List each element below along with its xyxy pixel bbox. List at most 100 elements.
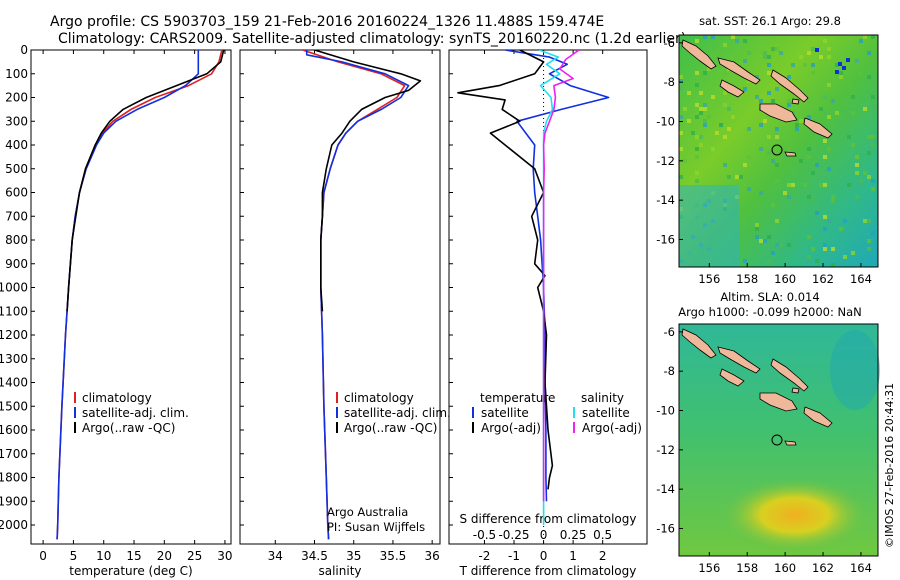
- island-small-1: [791, 98, 800, 105]
- sst-pixel: [767, 151, 771, 155]
- difference-x-tick-label: -1: [508, 549, 520, 563]
- sla-map-axes: -6 -8 -10 -12 -14 -16 156 158 160 162 164: [656, 325, 872, 575]
- island-rennell: [784, 151, 797, 157]
- island-rennell: [784, 440, 797, 446]
- sst-pixel: [851, 143, 855, 147]
- sst-pixel: [775, 179, 779, 183]
- depth-tick-label: 800: [5, 233, 28, 247]
- sst-pixel: [867, 51, 871, 55]
- sst-pixel: [831, 195, 835, 199]
- sst-pixel: [847, 83, 851, 87]
- salinity-series-satellite-adj-clim: [305, 50, 410, 540]
- sst-pixel: [787, 183, 791, 187]
- sst-pixel-cold: [842, 66, 846, 70]
- sst-pixel: [743, 259, 747, 263]
- sst-pixel: [811, 63, 815, 67]
- sst-pixel: [755, 223, 759, 227]
- sst-pixel: [759, 123, 763, 127]
- difference-series-temperature-argo-adj: [457, 50, 554, 490]
- sst-map: -6 -8 -10 -12 -14 -16 156 158 160 162 164: [656, 34, 879, 286]
- sst-pixel: [863, 107, 867, 111]
- temperature-x-tick-label: 0: [39, 549, 47, 563]
- legend-label-temp-satellite: satellite: [481, 406, 529, 420]
- sst-pixel: [755, 235, 759, 239]
- sst-pixel: [823, 215, 827, 219]
- sst-pixel: [783, 155, 787, 159]
- sst-pixel: [691, 131, 695, 135]
- island-small-1: [791, 387, 800, 394]
- sst-pixel: [831, 99, 835, 103]
- sst-pixel: [791, 183, 795, 187]
- legend-salinity-title: salinity: [581, 391, 624, 405]
- sst-pixel: [867, 175, 871, 179]
- temperature-x-tick-label: 15: [126, 549, 141, 563]
- sst-map-lat-label: -12: [656, 154, 675, 168]
- sst-pixel: [827, 219, 831, 223]
- sst-pixel: [699, 143, 703, 147]
- s-difference-tick-label: 0.5: [593, 528, 612, 542]
- sst-pixel: [747, 127, 751, 131]
- sst-map-lon-label: 158: [736, 272, 758, 286]
- sst-pixel: [843, 255, 847, 259]
- depth-tick-label: 1900: [0, 494, 28, 508]
- sst-pixel: [775, 163, 779, 167]
- sst-pixel: [807, 235, 811, 239]
- sst-pixel: [783, 191, 787, 195]
- sst-map-lon-label: 162: [812, 272, 834, 286]
- salinity-x-tick-label: 35: [346, 549, 361, 563]
- sla-map-lon-label: 162: [812, 561, 834, 575]
- island-new-georgia: [719, 368, 745, 387]
- sst-pixel: [871, 231, 875, 235]
- temperature-x-tick-label: 5: [70, 549, 78, 563]
- sst-pixel: [839, 75, 843, 79]
- sst-map-lon-label: 156: [698, 272, 720, 286]
- sst-map-cool-patch: [679, 185, 739, 267]
- depth-tick-label: 1600: [0, 423, 28, 437]
- sst-pixel: [683, 107, 687, 111]
- temperature-series-satellite-adj-clim: [56, 50, 200, 540]
- sst-pixel: [695, 171, 699, 175]
- sst-pixel: [859, 71, 863, 75]
- sst-pixel: [823, 139, 827, 143]
- sst-pixel: [723, 135, 727, 139]
- depth-tick-label: 1200: [0, 328, 28, 342]
- sst-pixel: [695, 83, 699, 87]
- sla-map-lat-label: -12: [656, 443, 675, 457]
- temperature-series-argo-raw-qc: [66, 50, 225, 312]
- sst-pixel: [755, 75, 759, 79]
- sst-pixel: [723, 163, 727, 167]
- sst-pixel: [775, 87, 779, 91]
- sst-pixel: [755, 95, 759, 99]
- sst-pixel: [771, 47, 775, 51]
- sst-pixel: [867, 247, 871, 251]
- sst-pixel: [719, 123, 723, 127]
- sst-map-lat-label: -8: [664, 75, 675, 89]
- legend-label-satellite: satellite-adj. clim.: [344, 406, 451, 420]
- sst-pixel: [835, 111, 839, 115]
- sst-pixel: [779, 51, 783, 55]
- sst-pixel: [743, 59, 747, 63]
- sst-pixel: [711, 95, 715, 99]
- credit-line-1: Argo Australia: [327, 505, 408, 519]
- sst-pixel: [859, 39, 863, 43]
- sst-pixel: [811, 47, 815, 51]
- island-malaita: [770, 358, 809, 392]
- sst-pixel: [815, 163, 819, 167]
- sst-pixel: [767, 235, 771, 239]
- sst-pixel: [703, 35, 707, 39]
- legend-label-satellite: satellite-adj. clim.: [82, 406, 189, 420]
- sst-map-lat-label: -6: [664, 36, 675, 50]
- sst-pixel: [799, 55, 803, 59]
- sst-pixel: [755, 227, 759, 231]
- sla-map-lon-label: 164: [850, 561, 872, 575]
- sst-pixel: [703, 107, 707, 111]
- argo-location-marker: [771, 434, 783, 446]
- footer-stamp: ©IMOS 27-Feb-2016 20:44:31: [883, 383, 896, 548]
- sst-pixel: [759, 239, 763, 243]
- sst-pixel: [727, 175, 731, 179]
- sst-pixel: [743, 87, 747, 91]
- sst-pixel: [699, 135, 703, 139]
- t-difference-axis-label: T difference from climatology: [459, 564, 637, 578]
- depth-tick-label: 0: [20, 43, 28, 57]
